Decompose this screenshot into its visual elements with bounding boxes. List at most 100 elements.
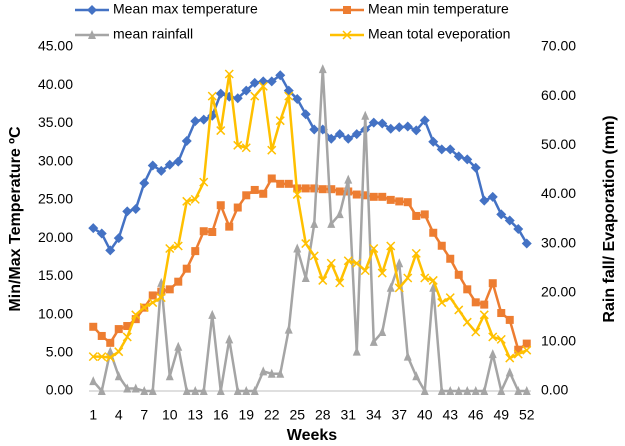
data-point xyxy=(334,129,345,140)
data-point xyxy=(191,386,200,395)
data-point xyxy=(165,243,175,254)
data-point xyxy=(513,223,524,234)
data-point xyxy=(488,332,498,342)
data-point xyxy=(351,129,362,140)
y-tick-label: 25.00 xyxy=(38,191,73,207)
data-point xyxy=(395,197,404,206)
data-point xyxy=(148,386,157,395)
y-tick-label: 10.00 xyxy=(38,305,73,321)
data-point xyxy=(436,144,447,155)
x-tick-label: 10 xyxy=(162,407,178,423)
data-point xyxy=(310,184,319,193)
data-point xyxy=(471,298,480,307)
data-point xyxy=(429,282,438,292)
data-point xyxy=(300,109,311,120)
data-point xyxy=(114,325,123,334)
data-point xyxy=(521,238,532,249)
data-point xyxy=(123,322,132,331)
data-point xyxy=(445,293,455,303)
data-point xyxy=(470,162,481,173)
data-point xyxy=(267,174,276,183)
data-point xyxy=(182,196,192,206)
data-point xyxy=(139,178,150,189)
data-point xyxy=(182,264,191,273)
data-point xyxy=(361,191,370,200)
data-point xyxy=(242,386,251,395)
data-point xyxy=(130,204,141,215)
data-point xyxy=(190,194,200,204)
data-point xyxy=(131,310,141,320)
data-point xyxy=(480,300,489,309)
data-point xyxy=(301,239,311,249)
x-tick-label: 31 xyxy=(340,407,356,423)
data-point xyxy=(249,77,260,88)
x-tick-label: 49 xyxy=(493,407,509,423)
series-line xyxy=(92,67,527,393)
y-tick-label: 30.00 xyxy=(38,152,73,168)
data-point xyxy=(89,376,98,386)
legend-label: mean rainfall xyxy=(113,26,193,42)
data-point xyxy=(386,282,395,292)
data-point xyxy=(215,88,226,99)
y2-tick-label: 30.00 xyxy=(541,234,576,250)
data-point xyxy=(487,191,498,202)
data-point xyxy=(513,349,523,359)
data-point xyxy=(148,291,157,300)
data-point xyxy=(173,241,183,251)
data-point xyxy=(182,386,191,395)
x-tick-label: 46 xyxy=(468,407,484,423)
legend-label: Mean total eveporation xyxy=(368,26,510,42)
x-tick-label: 1 xyxy=(89,407,97,423)
x-tick-label: 4 xyxy=(115,407,123,423)
data-point xyxy=(403,198,412,207)
data-point xyxy=(394,122,405,133)
data-point xyxy=(276,368,285,378)
data-point xyxy=(395,258,404,268)
data-point xyxy=(174,277,183,286)
data-point xyxy=(122,206,133,217)
data-point xyxy=(309,124,320,135)
data-point xyxy=(165,371,174,381)
data-point xyxy=(462,154,473,165)
y2-tick-label: 0.00 xyxy=(541,382,568,398)
data-point xyxy=(165,285,174,294)
data-point xyxy=(199,227,208,236)
data-point xyxy=(496,334,506,344)
data-point xyxy=(411,125,422,136)
data-point xyxy=(139,302,149,312)
data-point xyxy=(250,185,259,194)
data-point xyxy=(505,353,515,363)
x-tick-label: 52 xyxy=(519,407,535,423)
data-point xyxy=(250,91,260,101)
data-point xyxy=(420,273,430,283)
data-point xyxy=(352,258,362,268)
y2-tick-label: 60.00 xyxy=(541,87,576,103)
data-point xyxy=(446,386,455,395)
x-tick-label: 40 xyxy=(417,407,433,423)
data-point xyxy=(241,143,251,153)
data-point xyxy=(105,245,116,256)
data-point xyxy=(335,278,345,288)
data-point xyxy=(284,179,293,188)
data-point xyxy=(310,218,319,228)
data-point xyxy=(369,243,379,254)
data-point xyxy=(437,241,446,250)
data-point xyxy=(504,215,515,226)
data-point xyxy=(352,346,361,356)
data-point xyxy=(505,315,514,324)
y2-tick-label: 50.00 xyxy=(541,136,576,152)
data-point xyxy=(360,266,370,276)
data-point xyxy=(412,211,421,220)
data-point xyxy=(505,367,514,377)
data-point xyxy=(403,351,412,361)
data-point xyxy=(411,248,421,258)
data-point xyxy=(198,114,209,125)
data-point xyxy=(275,70,286,81)
data-point xyxy=(216,386,225,395)
legend-marker xyxy=(343,6,351,14)
data-point xyxy=(386,241,396,251)
x-tick-label: 13 xyxy=(187,407,203,423)
data-point xyxy=(148,298,158,308)
y-tick-label: 35.00 xyxy=(38,114,73,130)
data-point xyxy=(361,110,370,120)
